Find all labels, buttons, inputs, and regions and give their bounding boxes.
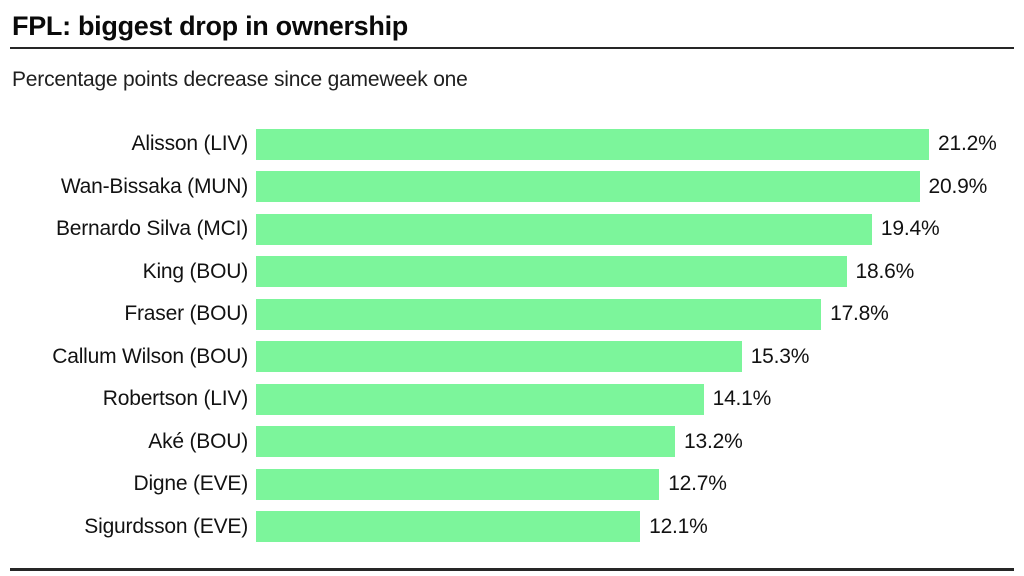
bar — [256, 468, 660, 500]
chart-row: Alisson (LIV) 21.2% — [0, 123, 1024, 166]
value-label: 17.8% — [830, 302, 889, 326]
bar — [256, 383, 704, 415]
chart-row: Fraser (BOU) 17.8% — [0, 293, 1024, 336]
category-label: Fraser (BOU) — [124, 302, 248, 326]
value-label: 13.2% — [684, 429, 743, 453]
bar-zone: 14.1% — [256, 383, 1024, 415]
category-label: Callum Wilson (BOU) — [52, 344, 248, 368]
chart-row: Bernardo Silva (MCI) 19.4% — [0, 208, 1024, 251]
bar-zone: 19.4% — [256, 213, 1024, 245]
bar-zone: 12.7% — [256, 468, 1024, 500]
value-label: 19.4% — [880, 217, 940, 241]
value-label: 18.6% — [855, 259, 915, 283]
bar-zone: 17.8% — [256, 298, 1024, 330]
category-label: Sigurdsson (EVE) — [84, 514, 248, 538]
bar-zone: 20.9% — [256, 171, 1024, 203]
chart-header: FPL: biggest drop in ownership — [0, 0, 1024, 42]
value-label: 20.9% — [928, 174, 988, 198]
category-label: Robertson (LIV) — [102, 387, 248, 411]
category-label: Aké (BOU) — [148, 429, 248, 453]
chart-row: Aké (BOU) 13.2% — [0, 421, 1024, 464]
bar — [256, 426, 675, 458]
chart-row: Callum Wilson (BOU) 15.3% — [0, 336, 1024, 379]
bar-zone: 12.1% — [256, 511, 1024, 543]
bar — [256, 213, 872, 245]
category-label: Digne (EVE) — [133, 472, 248, 496]
bar-zone: 21.2% — [256, 128, 1024, 160]
chart-row: King (BOU) 18.6% — [0, 251, 1024, 294]
category-label: King (BOU) — [142, 259, 249, 283]
chart-row: Wan-Bissaka (MUN) 20.9% — [0, 166, 1024, 209]
bar-zone: 15.3% — [256, 341, 1024, 373]
bar-zone: 13.2% — [256, 426, 1024, 458]
bar-chart: Alisson (LIV) 21.2% Wan-Bissaka (MUN) 20… — [0, 123, 1024, 548]
value-label: 15.3% — [750, 344, 810, 368]
chart-title: FPL: biggest drop in ownership — [12, 11, 408, 41]
title-divider — [10, 47, 1014, 49]
value-label: 14.1% — [712, 387, 772, 411]
bar — [256, 128, 929, 160]
chart-row: Robertson (LIV) 14.1% — [0, 378, 1024, 421]
chart-row: Sigurdsson (EVE) 12.1% — [0, 506, 1024, 549]
chart-row: Digne (EVE) 12.7% — [0, 463, 1024, 506]
category-label: Bernardo Silva (MCI) — [55, 217, 248, 241]
value-label: 12.1% — [649, 514, 708, 538]
bar — [256, 256, 847, 288]
bar-zone: 18.6% — [256, 256, 1024, 288]
bar — [256, 298, 822, 330]
category-label: Wan-Bissaka (MUN) — [60, 174, 248, 198]
value-label: 21.2% — [938, 132, 997, 156]
bar — [256, 511, 641, 543]
bottom-divider — [10, 568, 1014, 571]
value-label: 12.7% — [668, 472, 727, 496]
chart-subtitle: Percentage points decrease since gamewee… — [12, 68, 468, 91]
bar — [256, 341, 742, 373]
category-label: Alisson (LIV) — [131, 132, 249, 156]
bar — [256, 171, 920, 203]
